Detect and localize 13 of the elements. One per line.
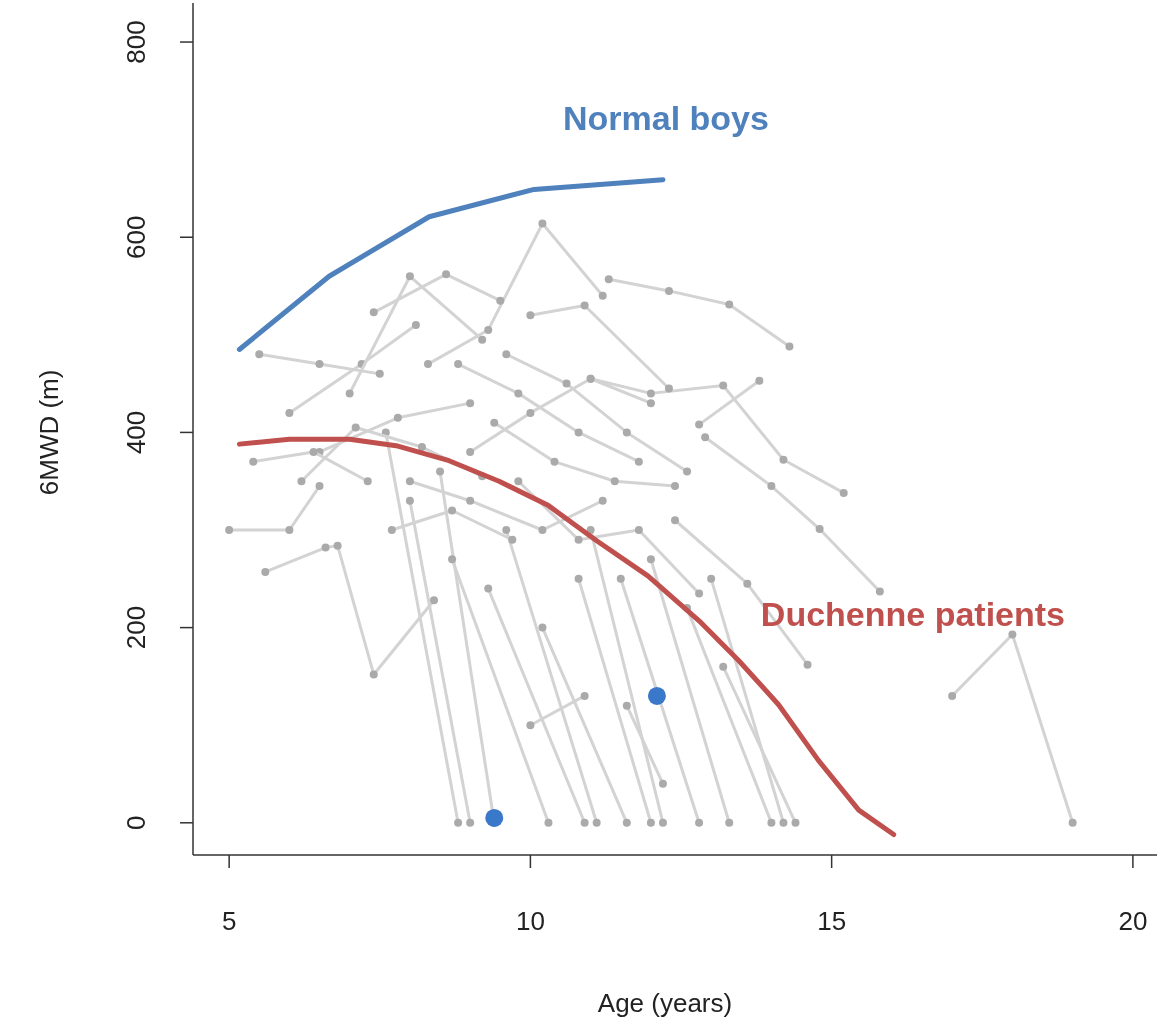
y-tick-label: 0 — [121, 815, 151, 831]
y-tick-label: 400 — [121, 410, 151, 455]
x-tick-label: 15 — [817, 906, 847, 936]
y-axis-title: 6MWD (m) — [34, 369, 64, 496]
x-tick-label: 5 — [221, 906, 237, 936]
x-tick-label: 20 — [1118, 906, 1148, 936]
y-tick-label: 200 — [121, 605, 151, 650]
x-tick-label: 10 — [515, 906, 545, 936]
y-tick-label: 600 — [121, 215, 151, 259]
x-axis-title: Age (years) — [597, 988, 733, 1018]
series-label: Normal boys — [562, 98, 769, 137]
y-tick-label: 800 — [121, 20, 151, 64]
series-label: Duchenne patients — [760, 594, 1066, 633]
